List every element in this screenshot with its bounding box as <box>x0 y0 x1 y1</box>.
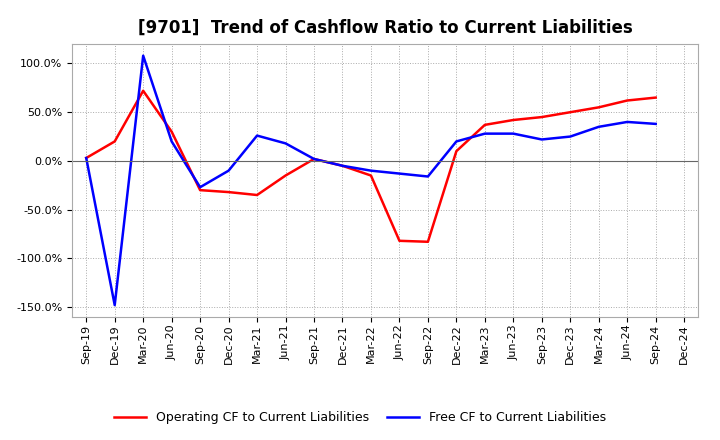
Operating CF to Current Liabilities <box>595 105 603 110</box>
Operating CF to Current Liabilities <box>395 238 404 243</box>
Operating CF to Current Liabilities <box>110 139 119 144</box>
Free CF to Current Liabilities <box>595 124 603 129</box>
Free CF to Current Liabilities <box>566 134 575 139</box>
Operating CF to Current Liabilities <box>282 173 290 178</box>
Legend: Operating CF to Current Liabilities, Free CF to Current Liabilities: Operating CF to Current Liabilities, Fre… <box>109 407 611 429</box>
Operating CF to Current Liabilities <box>82 155 91 161</box>
Free CF to Current Liabilities <box>423 174 432 179</box>
Free CF to Current Liabilities <box>196 185 204 190</box>
Free CF to Current Liabilities <box>338 163 347 169</box>
Free CF to Current Liabilities <box>139 53 148 59</box>
Free CF to Current Liabilities <box>366 168 375 173</box>
Free CF to Current Liabilities <box>395 171 404 176</box>
Operating CF to Current Liabilities <box>566 110 575 115</box>
Operating CF to Current Liabilities <box>652 95 660 100</box>
Operating CF to Current Liabilities <box>253 192 261 198</box>
Free CF to Current Liabilities <box>623 119 631 125</box>
Operating CF to Current Liabilities <box>310 156 318 161</box>
Operating CF to Current Liabilities <box>366 173 375 178</box>
Free CF to Current Liabilities <box>225 168 233 173</box>
Operating CF to Current Liabilities <box>338 163 347 169</box>
Operating CF to Current Liabilities <box>452 149 461 154</box>
Line: Free CF to Current Liabilities: Free CF to Current Liabilities <box>86 56 656 305</box>
Operating CF to Current Liabilities <box>225 190 233 195</box>
Free CF to Current Liabilities <box>110 302 119 308</box>
Free CF to Current Liabilities <box>652 121 660 127</box>
Free CF to Current Liabilities <box>509 131 518 136</box>
Operating CF to Current Liabilities <box>623 98 631 103</box>
Free CF to Current Liabilities <box>537 137 546 142</box>
Operating CF to Current Liabilities <box>480 122 489 128</box>
Free CF to Current Liabilities <box>167 139 176 144</box>
Free CF to Current Liabilities <box>253 133 261 138</box>
Operating CF to Current Liabilities <box>139 88 148 93</box>
Operating CF to Current Liabilities <box>423 239 432 245</box>
Line: Operating CF to Current Liabilities: Operating CF to Current Liabilities <box>86 91 656 242</box>
Free CF to Current Liabilities <box>480 131 489 136</box>
Operating CF to Current Liabilities <box>509 117 518 123</box>
Free CF to Current Liabilities <box>282 141 290 146</box>
Free CF to Current Liabilities <box>310 156 318 161</box>
Operating CF to Current Liabilities <box>537 114 546 120</box>
Operating CF to Current Liabilities <box>167 129 176 134</box>
Operating CF to Current Liabilities <box>196 187 204 193</box>
Title: [9701]  Trend of Cashflow Ratio to Current Liabilities: [9701] Trend of Cashflow Ratio to Curren… <box>138 19 633 37</box>
Free CF to Current Liabilities <box>452 139 461 144</box>
Free CF to Current Liabilities <box>82 155 91 161</box>
